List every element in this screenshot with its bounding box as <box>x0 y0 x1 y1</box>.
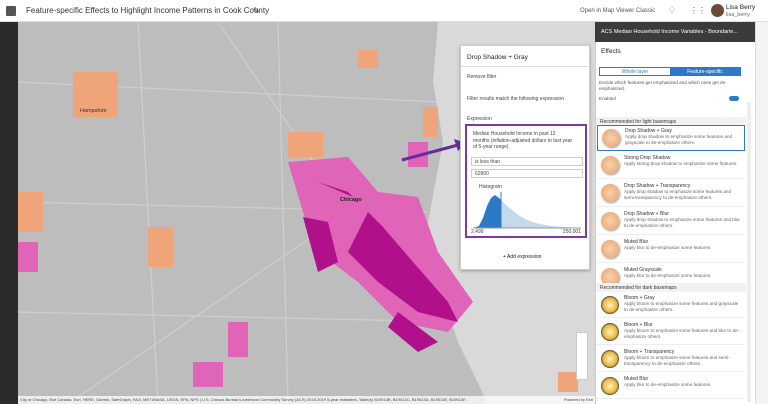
effect-thumb <box>601 156 619 174</box>
effect-name: Muted Grayscale <box>624 267 662 273</box>
orange-tracts <box>18 50 578 392</box>
group-heading: Recommended for light basemaps <box>596 117 746 126</box>
effect-description: Apply blur to de-emphasize some features… <box>624 245 712 250</box>
remove-filter[interactable]: Remove filter <box>467 74 497 80</box>
effect-thumb <box>601 296 619 314</box>
effects-panel: Effects Whole layer Feature-specific Dec… <box>595 42 755 404</box>
top-bar: Feature-specific Effects to Highlight In… <box>0 0 768 22</box>
user-name: Lisa Berry <box>726 4 756 11</box>
effect-item[interactable]: Strong Drop Shadow Apply strong drop shad… <box>597 153 745 179</box>
left-toolbar <box>0 22 18 404</box>
tab-selected[interactable]: Feature-specific <box>670 68 740 75</box>
effect-name: Strong Drop Shadow <box>624 155 671 161</box>
effect-name: Bloom + Gray <box>624 295 655 301</box>
classic-link[interactable]: Open in Map Viewer Classic <box>580 8 656 14</box>
enabled-label: Enabled <box>599 96 616 101</box>
tab[interactable]: Whole layer <box>621 69 649 75</box>
magenta-tracts <box>303 182 458 352</box>
effect-thumb <box>601 184 619 202</box>
effect-name: Bloom + Blur <box>624 322 653 328</box>
expression-box: Median Household Income in past 12 month… <box>465 124 587 238</box>
add-expression[interactable]: + Add expression <box>503 254 542 260</box>
tabs: Whole layer Feature-specific <box>599 67 741 76</box>
effect-thumb <box>602 129 620 147</box>
operator-select[interactable]: is less than <box>471 157 583 166</box>
effects-title: Effects <box>601 48 621 55</box>
filter-panel: Drop Shadow + Gray Remove filter Filter … <box>460 45 590 270</box>
add-expression-text: Add expression <box>507 254 542 260</box>
effect-name: Drop Shadow + Blur <box>624 211 669 217</box>
expression-label: Expression <box>467 116 492 122</box>
effects-description: Decide which features get emphasized and… <box>599 80 727 91</box>
menu-icon[interactable] <box>6 6 16 16</box>
effect-description: Apply bloom to emphasize some features a… <box>624 328 740 339</box>
effect-item[interactable]: Bloom + Transparency Apply bloom to empha… <box>597 347 745 372</box>
place-label: Chicago <box>340 197 362 203</box>
effect-thumb <box>601 350 619 368</box>
histogram-min: 2,499 <box>471 229 484 235</box>
effect-item[interactable]: Drop Shadow + Gray Apply drop shadow to e… <box>597 125 745 151</box>
effect-name: Drop Shadow + Transparency <box>624 183 691 189</box>
map-title: Feature-specific Effects to Highlight In… <box>26 6 270 15</box>
field-select[interactable]: Median Household Income in past 12 month… <box>473 131 573 150</box>
effect-description: Apply drop shadow to emphasize some feat… <box>625 134 732 145</box>
effect-name: Muted Blur <box>624 376 649 382</box>
effect-item[interactable]: Drop Shadow + Transparency Apply drop sha… <box>597 181 745 207</box>
effect-description: Apply strong drop shadow to emphasize so… <box>624 161 738 166</box>
scrollbar <box>747 102 751 402</box>
effect-description: Apply drop shadow to emphasize some feat… <box>624 189 731 200</box>
effect-item[interactable]: Bloom + Gray Apply bloom to emphasize som… <box>597 293 745 318</box>
zoom-controls[interactable] <box>576 332 588 380</box>
user-id: lisa_berry <box>726 12 750 18</box>
value-input[interactable]: 62800 <box>471 169 583 178</box>
effect-item[interactable]: Muted Blur Apply blur to de-emphasize som… <box>597 237 745 263</box>
histogram <box>473 192 581 229</box>
toggle[interactable] <box>729 96 739 101</box>
filter-description: Filter results match the following expre… <box>467 96 564 102</box>
group-heading: Recommended for dark basemaps <box>596 283 746 292</box>
layer-header: ACS Median Household Income Variables - … <box>595 22 755 42</box>
effect-description: Apply drop shadow to emphasize some feat… <box>624 217 740 228</box>
apps[interactable]: ⋮⋮ <box>690 6 706 15</box>
notifications[interactable]: ♢ <box>668 5 677 15</box>
effect-description: Apply bloom to emphasize some features a… <box>624 355 730 366</box>
effect-name: Drop Shadow + Gray <box>625 128 672 134</box>
effect-item[interactable]: Bloom + Blur Apply bloom to emphasize som… <box>597 320 745 345</box>
effect-thumb <box>601 240 619 258</box>
effect-description: Apply bloom to emphasize some features a… <box>624 301 739 312</box>
effect-item[interactable]: Drop Shadow + Blur Apply drop shadow to e… <box>597 209 745 235</box>
effect-description: Apply blur to de-emphasize some features… <box>624 382 712 387</box>
edit-icon[interactable]: ✎ <box>253 6 260 15</box>
powered-by: Powered by Esri <box>563 397 593 402</box>
effect-item[interactable]: Muted Blur Apply blur to de-emphasize som… <box>597 374 745 399</box>
effect-thumb <box>601 212 619 230</box>
filter-title: Drop Shadow + Gray <box>467 54 528 61</box>
divider <box>461 66 589 67</box>
place-label: Hampshire <box>80 108 107 114</box>
histogram-label: Histogram <box>479 184 502 190</box>
effect-thumb <box>601 268 619 286</box>
right-toolbar <box>755 22 768 404</box>
effect-name: Muted Blur <box>624 239 649 245</box>
attribution: City of Chicago, Esri Canada, Esri, HERE… <box>18 396 595 404</box>
effect-description: Apply blur to de-emphasize some features… <box>624 273 712 278</box>
effect-name: Bloom + Transparency <box>624 349 675 355</box>
effect-thumb <box>601 323 619 341</box>
effect-thumb <box>601 377 619 395</box>
histogram-max: 250,001 <box>562 229 581 235</box>
avatar[interactable] <box>711 4 724 17</box>
